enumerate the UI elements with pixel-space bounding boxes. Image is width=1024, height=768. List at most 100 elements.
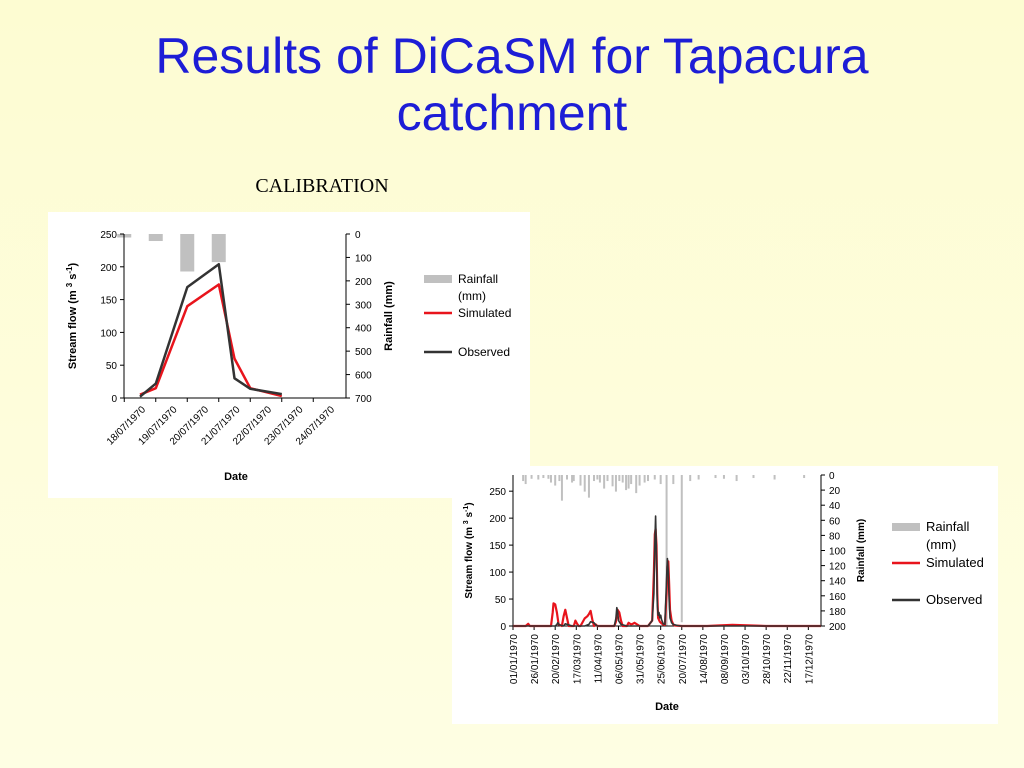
y2-tick-label: 0: [829, 471, 835, 482]
x-tick-label: 03/10/1970: [741, 634, 752, 684]
rainfall-bar: [542, 475, 545, 479]
y2-axis-title: Rainfall (mm): [383, 281, 395, 351]
rainfall-bar: [593, 475, 596, 482]
y2-tick-label: 200: [829, 622, 846, 633]
rainfall-bar: [606, 475, 609, 482]
y2-tick-label: 60: [829, 516, 841, 527]
y-tick-label: 100: [489, 568, 506, 579]
y-axis-title: Stream flow (m 3 s-1): [65, 263, 79, 370]
rainfall-bar: [621, 475, 624, 483]
x-tick-label: 22/11/1970: [783, 634, 794, 684]
y-axis-title: Stream flow (m 3 s-1): [463, 502, 475, 598]
y2-tick-label: 40: [829, 501, 841, 512]
y2-tick-label: 180: [829, 607, 846, 618]
y2-tick-label: 80: [829, 531, 841, 542]
y-tick-label: 250: [100, 230, 117, 241]
y-tick-label: 0: [111, 394, 117, 405]
rainfall-bar: [571, 475, 574, 483]
x-tick-label: 20/02/1970: [551, 634, 562, 684]
x-axis-title: Date: [655, 701, 679, 713]
rainfall-bar: [148, 234, 163, 242]
simulated-line: [139, 283, 283, 398]
y2-tick-label: 600: [355, 371, 372, 382]
rainfall-bar: [773, 475, 776, 480]
calibration-subtitle: CALIBRATION: [255, 175, 389, 197]
rainfall-bar: [689, 475, 692, 482]
y2-tick-label: 0: [355, 230, 361, 241]
y2-tick-label: 140: [829, 577, 846, 588]
rainfall-bar: [554, 475, 557, 486]
y-tick-label: 200: [489, 514, 506, 525]
rainfall-bar: [803, 475, 806, 479]
rainfall-bar: [572, 475, 575, 482]
legend-label-simulated: Simulated: [458, 306, 511, 320]
legend-label-observed: Observed: [926, 592, 982, 607]
y2-tick-label: 160: [829, 592, 846, 603]
y2-tick-label: 100: [829, 547, 846, 558]
y2-tick-label: 700: [355, 394, 372, 405]
rainfall-bar: [603, 475, 606, 489]
x-tick-label: 08/09/1970: [720, 634, 731, 684]
y2-tick-label: 300: [355, 300, 372, 311]
rainfall-bar: [549, 475, 552, 483]
rainfall-bar: [611, 475, 614, 487]
rainfall-bar: [614, 475, 617, 492]
x-axis-title: Date: [224, 471, 248, 483]
rainfall-bar: [598, 475, 601, 483]
y-tick-label: 100: [100, 328, 117, 339]
y-tick-label: 50: [106, 361, 118, 372]
annual-chart-panel: 0 50 100 150 200 250 0 20 40 60 80 100 120 140 160 180 2…: [452, 466, 998, 724]
y-tick-label: 50: [495, 595, 507, 606]
rainfall-bar: [560, 475, 563, 501]
rainfall-bar: [524, 475, 527, 485]
rainfall-bar: [680, 475, 683, 623]
x-tick-label: 17/03/1970: [572, 634, 583, 684]
calibration-chart-panel: 0 50 100 150 200 250 0 100 200 300 400 500 600 700 18/…: [48, 212, 530, 498]
rainfall-bar: [665, 475, 668, 626]
rainfall-bar: [714, 475, 717, 479]
y2-axis-title: Rainfall (mm): [856, 519, 867, 582]
annual-chart: 0 50 100 150 200 250 0 20 40 60 80 100 120 140 160 180 2…: [463, 471, 984, 713]
rainfall-bar: [647, 475, 650, 482]
rainfall-bar: [558, 475, 561, 482]
x-tick-label: 14/08/1970: [699, 634, 710, 684]
slide-title-line1: Results of DiCaSM for Tapacura: [155, 28, 869, 84]
x-tick-label: 28/10/1970: [762, 634, 773, 684]
rainfall-bar: [566, 475, 569, 480]
rainfall-bar: [583, 475, 586, 492]
rainfall-bar: [627, 475, 630, 489]
rainfall-bar: [596, 475, 599, 480]
x-tick-label: 06/05/1970: [614, 634, 625, 684]
rainfall-bar: [618, 475, 621, 482]
rainfall-bar: [722, 475, 725, 479]
legend-swatch-rainfall: [424, 275, 452, 283]
legend-swatch-rainfall: [892, 523, 920, 531]
rainfall-bar: [697, 475, 700, 480]
legend-label-rainfall-unit: (mm): [458, 289, 486, 303]
rainfall-bar: [579, 475, 582, 486]
legend-label-rainfall: Rainfall: [458, 272, 498, 286]
rainfall-bar: [537, 475, 540, 480]
y2-tick-label: 200: [355, 277, 372, 288]
legend-label-rainfall: Rainfall: [926, 519, 969, 534]
slide-title: Results of DiCaSM for Tapacura catchment: [0, 28, 1024, 142]
x-tick-label: 20/07/1970: [678, 634, 689, 684]
rainfall-bar: [625, 475, 628, 491]
rainfall-bar: [180, 234, 195, 272]
rainfall-bar: [653, 475, 656, 480]
y2-tick-label: 20: [829, 486, 841, 497]
rainfall-bar: [522, 475, 525, 482]
x-tick-label: 25/06/1970: [657, 634, 668, 684]
rainfall-bar: [643, 475, 646, 483]
y-tick-label: 0: [500, 622, 506, 633]
y2-tick-label: 100: [355, 253, 372, 264]
legend-label-observed: Observed: [458, 345, 510, 359]
observed-line: [513, 515, 821, 627]
x-tick-label: 26/01/1970: [530, 634, 541, 684]
rainfall-bar: [587, 475, 590, 498]
y-tick-label: 250: [489, 487, 506, 498]
rainfall-bar: [659, 475, 662, 485]
slide-title-line2: catchment: [396, 85, 628, 141]
y2-tick-label: 120: [829, 562, 846, 573]
